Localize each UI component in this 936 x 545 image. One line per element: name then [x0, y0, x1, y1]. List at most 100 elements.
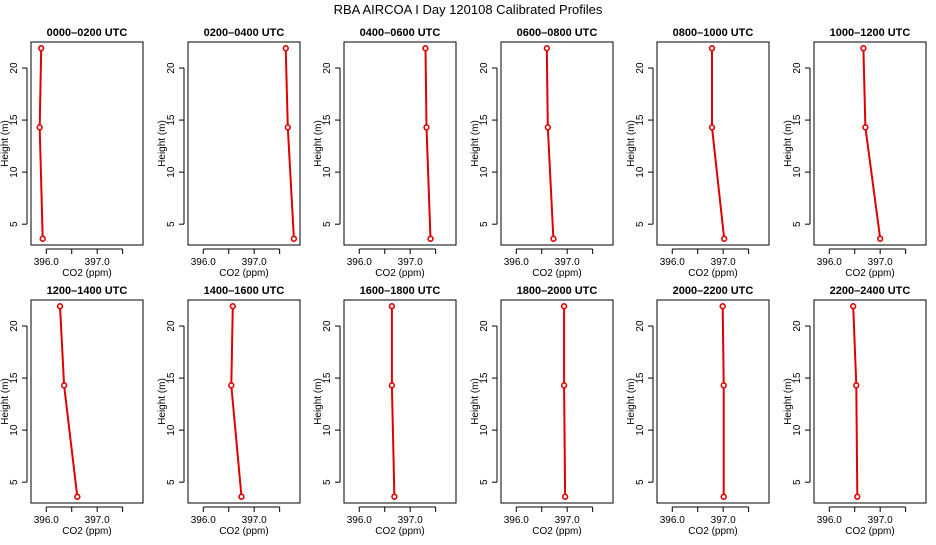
panel-1-x-axis-label: CO2 (ppm) — [62, 268, 111, 279]
panel-6-y-tick-label: 20 — [792, 62, 803, 74]
panel-6-data-point — [876, 235, 884, 242]
panel-8-title: 1400–1600 UTC — [204, 285, 285, 297]
panel-7-y-tick-label: 10 — [9, 424, 20, 436]
panel-4-frame — [500, 41, 614, 246]
panel-3-y-tick-label: 15 — [322, 114, 333, 126]
panel-8-y-axis-label: Height (m) — [157, 378, 168, 425]
panel-5-data-point — [708, 45, 716, 52]
panel-5-y-tick-label: 10 — [635, 166, 646, 178]
panel-8-x-axis-label: CO2 (ppm) — [219, 526, 268, 537]
panel-8-data-point — [228, 382, 235, 389]
panel-6-frame — [813, 41, 927, 246]
panel-7-y-tick-label: 20 — [9, 320, 20, 332]
panel-10-x-tick-label: 397.0 — [555, 515, 580, 526]
panel-9-title: 1600–1800 UTC — [360, 285, 441, 297]
panel-6-data-point — [860, 45, 867, 52]
panel-5-y-tick-label: 20 — [635, 62, 646, 74]
panel-7-data-point — [74, 493, 81, 500]
panel-4-y-tick-label: 10 — [479, 166, 490, 178]
panel-11-frame — [656, 299, 770, 504]
panel-10-y-tick-label: 5 — [479, 479, 490, 485]
panel-8-y-tick-label: 20 — [166, 320, 177, 332]
panel-3-x-tick-label: 396.0 — [347, 257, 372, 268]
panel-7-data-point — [56, 303, 64, 310]
panel-7-y-tick-label: 15 — [9, 372, 20, 384]
panel-1-y-tick-label: 15 — [9, 114, 20, 126]
panel-10-y-axis-label: Height (m) — [470, 378, 481, 425]
panel-4-data-point — [550, 235, 557, 242]
panel-3-frame — [343, 41, 457, 246]
panel-9-data-point — [388, 303, 396, 310]
panel-12-y-tick-label: 10 — [792, 424, 803, 436]
panel-9-y-tick-label: 10 — [322, 424, 333, 436]
panel-10-x-tick-label: 396.0 — [504, 515, 529, 526]
panel-6-title: 1000–1200 UTC — [830, 27, 911, 39]
panel-5-x-axis-label: CO2 (ppm) — [688, 268, 737, 279]
panel-10-y-tick-label: 20 — [479, 320, 490, 332]
panel-10-y-tick-label: 10 — [479, 424, 490, 436]
panel-10-title: 1800–2000 UTC — [517, 285, 598, 297]
panel-9-y-tick-label: 5 — [322, 479, 333, 485]
panel-2-data-point — [282, 45, 289, 52]
panel-6-y-tick-label: 15 — [792, 114, 803, 126]
panel-5-data-point — [708, 124, 716, 131]
panel-1-title: 0000–0200 UTC — [47, 27, 128, 39]
panel-3-title: 0400–0600 UTC — [360, 27, 441, 39]
panel-2-y-axis-label: Height (m) — [157, 120, 168, 167]
panel-9-y-axis-label: Height (m) — [313, 378, 324, 425]
panel-5-data-point — [720, 235, 728, 242]
panel-12-x-axis-label: CO2 (ppm) — [845, 526, 894, 537]
panel-8-x-tick-label: 397.0 — [242, 515, 267, 526]
panel-4-x-tick-label: 396.0 — [504, 257, 529, 268]
panel-11-y-tick-label: 10 — [635, 424, 646, 436]
panel-10-data-point — [560, 303, 568, 310]
panel-9-x-tick-label: 396.0 — [347, 515, 372, 526]
panel-12-data-point — [853, 382, 860, 389]
panel-8-y-tick-label: 10 — [166, 424, 177, 436]
panel-11-data-point — [720, 493, 727, 500]
panel-7-data-point — [60, 382, 68, 389]
panel-11-title: 2000–2200 UTC — [673, 285, 754, 297]
panel-1-data-point — [36, 124, 43, 131]
panel-4-x-axis-label: CO2 (ppm) — [532, 268, 581, 279]
panel-7-x-tick-label: 397.0 — [85, 515, 110, 526]
panel-4-title: 0600–0800 UTC — [517, 27, 598, 39]
panel-1-profile-line — [38, 48, 44, 239]
panel-11-profile-line — [721, 306, 725, 497]
panel-10-frame — [500, 299, 614, 504]
chart-title: RBA AIRCOA I Day 120108 Calibrated Profi… — [334, 2, 603, 17]
panel-8-y-tick-label: 5 — [166, 479, 177, 485]
panel-2-x-tick-label: 396.0 — [191, 257, 216, 268]
panel-10-profile-line — [563, 306, 567, 497]
panel-1-data-point — [37, 45, 45, 52]
panel-7-y-axis-label: Height (m) — [0, 378, 11, 425]
panel-12-data-point — [849, 303, 857, 310]
panel-3-y-axis-label: Height (m) — [313, 120, 324, 167]
panel-7-x-axis-label: CO2 (ppm) — [62, 526, 111, 537]
panel-3-y-tick-label: 5 — [322, 221, 333, 227]
panel-3-x-axis-label: CO2 (ppm) — [375, 268, 424, 279]
panel-6-x-tick-label: 396.0 — [817, 257, 842, 268]
panel-11-data-point — [720, 382, 727, 389]
panel-4-x-tick-label: 397.0 — [555, 257, 580, 268]
panel-11-y-tick-label: 15 — [635, 372, 646, 384]
panel-2-y-tick-label: 15 — [166, 114, 177, 126]
panel-1-frame — [30, 41, 144, 246]
panel-4-data-point — [544, 124, 552, 131]
panel-2-title: 0200–0400 UTC — [204, 27, 285, 39]
panel-7-y-tick-label: 5 — [9, 479, 20, 485]
panel-2-y-tick-label: 20 — [166, 62, 177, 74]
panel-12-y-tick-label: 5 — [792, 479, 803, 485]
panel-2-data-point — [290, 235, 298, 242]
panel-7-frame — [30, 299, 144, 504]
panel-10-x-axis-label: CO2 (ppm) — [532, 526, 581, 537]
panel-12-frame — [813, 299, 927, 504]
panel-5-frame — [656, 41, 770, 246]
panel-8-data-point — [238, 493, 245, 500]
panel-6-profile-line — [862, 48, 882, 239]
panel-9-x-axis-label: CO2 (ppm) — [375, 526, 424, 537]
panel-4-y-tick-label: 15 — [479, 114, 490, 126]
panel-6-x-axis-label: CO2 (ppm) — [845, 268, 894, 279]
